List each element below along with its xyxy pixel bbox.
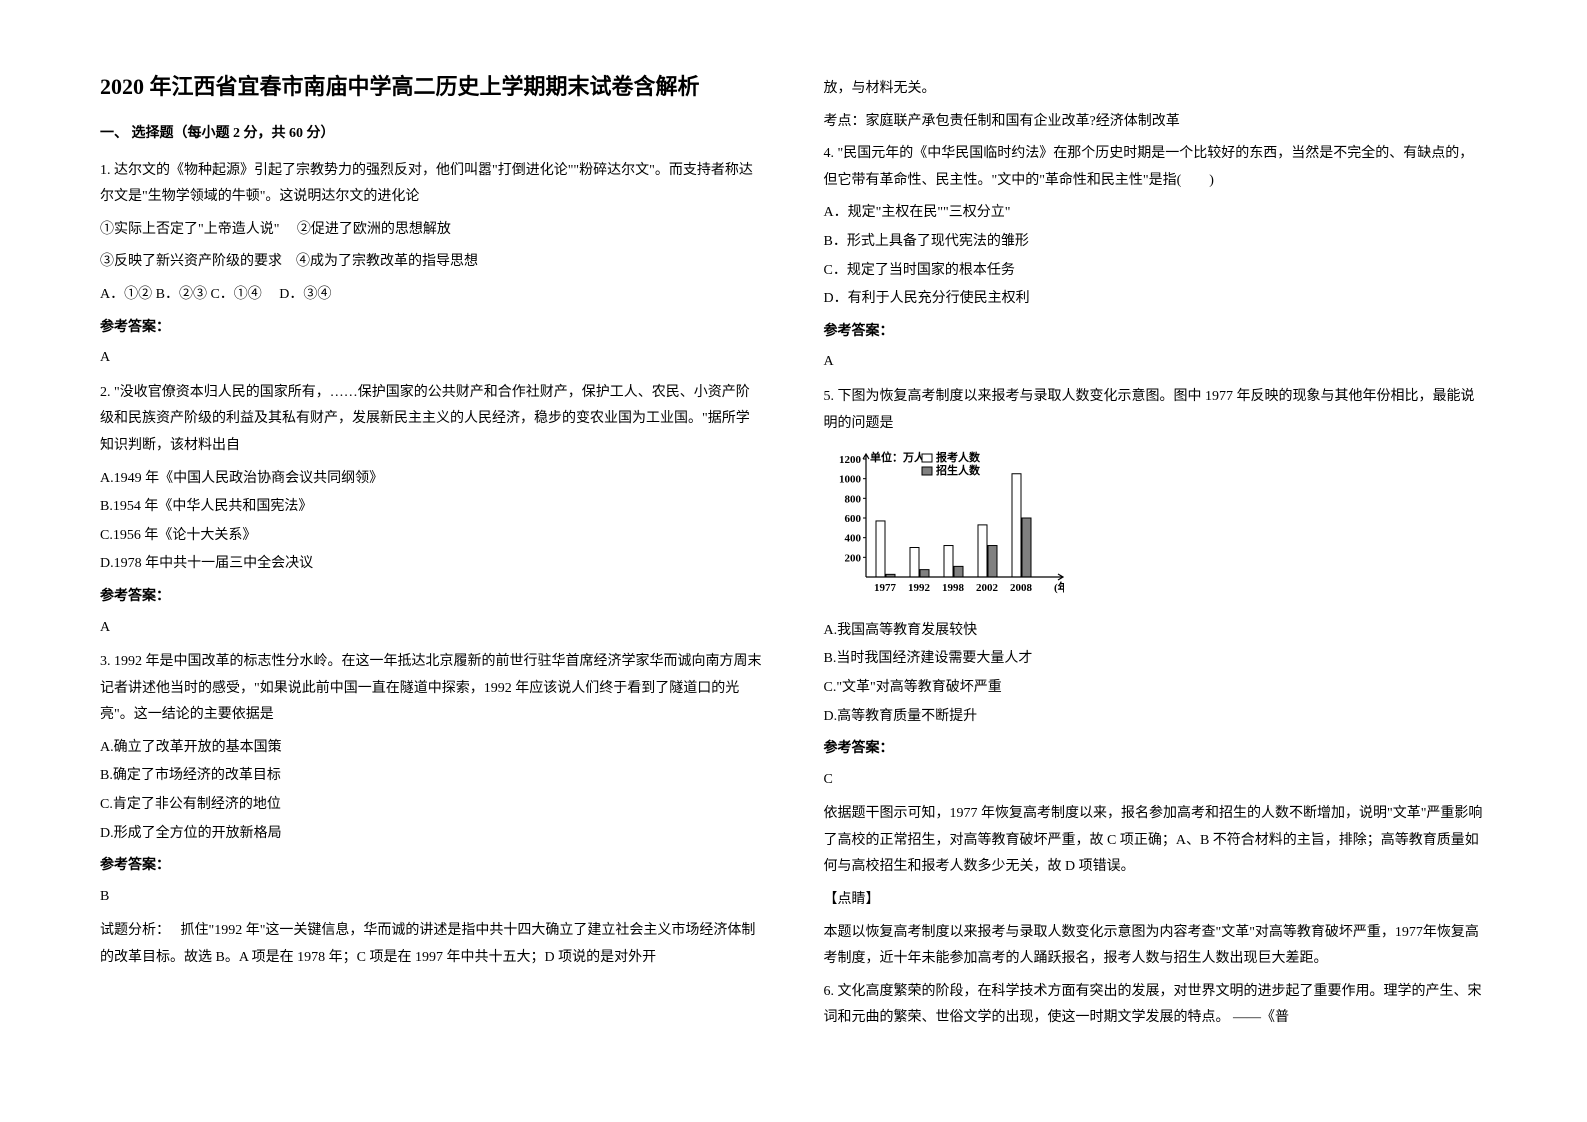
q2-answer: A — [100, 615, 764, 642]
svg-text:单位：万人: 单位：万人 — [870, 450, 926, 464]
q3-analysis: 试题分析： 抓住"1992 年"这一关键信息，华而诚的讲述是指中共十四大确立了建… — [100, 918, 764, 971]
q3-analysis-cont1: 放，与材料无关。 — [824, 76, 1488, 103]
q5-bar-chart: 200 400 600 800 1000 1200 单位：万人报考人数招生人数 1977 199… — [824, 449, 1064, 599]
q1-answer-label: 参考答案： — [100, 315, 764, 342]
q5-analysis1: 依据题干图示可知，1977 年恢复高考制度以来，报名参加高考和招生的人数不断增加… — [824, 801, 1488, 881]
q5-opt-d: D.高等教育质量不断提升 — [824, 704, 1488, 731]
section-heading: 一、 选择题（每小题 2 分，共 60 分） — [100, 121, 764, 148]
q1-options: A．①② B．②③ C．①④ D．③④ — [100, 282, 764, 309]
q4-answer-label: 参考答案： — [824, 319, 1488, 346]
q5-opt-b: B.当时我国经济建设需要大量人才 — [824, 646, 1488, 673]
q4-opt-b: B．形式上具备了现代宪法的雏形 — [824, 229, 1488, 256]
q5-tip-label: 【点睛】 — [824, 887, 1488, 914]
exam-title: 2020 年江西省宜春市南庙中学高二历史上学期期末试卷含解析 — [100, 70, 764, 103]
q5-analysis2: 本题以恢复高考制度以来报考与录取人数变化示意图为内容考查"文革"对高等教育破坏严… — [824, 920, 1488, 973]
svg-text:400: 400 — [844, 533, 861, 545]
q3-stem: 3. 1992 年是中国改革的标志性分水岭。在这一年抵达北京履新的前世行驻华首席… — [100, 649, 764, 729]
q4-answer: A — [824, 349, 1488, 376]
q5-opt-a: A.我国高等教育发展较快 — [824, 618, 1488, 645]
q3-opt-a: A.确立了改革开放的基本国策 — [100, 735, 764, 762]
q3-analysis-cont2: 考点：家庭联产承包责任制和国有企业改革?经济体制改革 — [824, 109, 1488, 136]
q5-answer: C — [824, 767, 1488, 794]
q1-line2: ①实际上否定了"上帝造人说" ②促进了欧洲的思想解放 — [100, 217, 764, 244]
q1-stem: 1. 达尔文的《物种起源》引起了宗教势力的强烈反对，他们叫嚣"打倒进化论""粉碎… — [100, 158, 764, 211]
q4-opt-a: A．规定"主权在民""三权分立" — [824, 200, 1488, 227]
svg-text:800: 800 — [844, 493, 861, 505]
q1-line3: ③反映了新兴资产阶级的要求 ④成为了宗教改革的指导思想 — [100, 249, 764, 276]
q2-opt-c: C.1956 年《论十大关系》 — [100, 523, 764, 550]
q6-stem: 6. 文化高度繁荣的阶段，在科学技术方面有突出的发展，对世界文明的进步起了重要作… — [824, 979, 1488, 1032]
svg-text:1200: 1200 — [839, 454, 862, 466]
q5-opt-c: C."文革"对高等教育破坏严重 — [824, 675, 1488, 702]
q3-answer-label: 参考答案： — [100, 853, 764, 880]
right-column: 放，与材料无关。 考点：家庭联产承包责任制和国有企业改革?经济体制改革 4. "… — [824, 70, 1488, 1038]
q4-opt-c: C．规定了当时国家的根本任务 — [824, 258, 1488, 285]
left-column: 2020 年江西省宜春市南庙中学高二历史上学期期末试卷含解析 一、 选择题（每小… — [100, 70, 764, 1038]
svg-text:1992: 1992 — [908, 582, 931, 594]
q4-stem: 4. "民国元年的《中华民国临时约法》在那个历史时期是一个比较好的东西，当然是不… — [824, 141, 1488, 194]
svg-text:招生人数: 招生人数 — [936, 463, 981, 477]
q2-opt-d: D.1978 年中共十一届三中全会决议 — [100, 551, 764, 578]
svg-text:200: 200 — [844, 552, 861, 564]
svg-text:1977: 1977 — [874, 582, 897, 594]
q2-stem: 2. "没收官僚资本归人民的国家所有，……保护国家的公共财产和合作社财产，保护工… — [100, 380, 764, 460]
page-root: 2020 年江西省宜春市南庙中学高二历史上学期期末试卷含解析 一、 选择题（每小… — [0, 0, 1587, 1078]
svg-text:报考人数: 报考人数 — [936, 450, 981, 464]
q3-opt-b: B.确定了市场经济的改革目标 — [100, 763, 764, 790]
svg-text:(年份): (年份) — [1054, 580, 1064, 594]
q1-answer: A — [100, 345, 764, 372]
q3-opt-d: D.形成了全方位的开放新格局 — [100, 821, 764, 848]
svg-text:1000: 1000 — [839, 474, 862, 486]
svg-text:600: 600 — [844, 513, 861, 525]
q3-answer: B — [100, 884, 764, 911]
svg-text:2008: 2008 — [1010, 582, 1033, 594]
q2-answer-label: 参考答案： — [100, 584, 764, 611]
q5-answer-label: 参考答案： — [824, 736, 1488, 763]
svg-text:2002: 2002 — [976, 582, 999, 594]
q4-opt-d: D．有利于人民充分行使民主权利 — [824, 286, 1488, 313]
q2-opt-b: B.1954 年《中华人民共和国宪法》 — [100, 494, 764, 521]
q5-stem: 5. 下图为恢复高考制度以来报考与录取人数变化示意图。图中 1977 年反映的现… — [824, 384, 1488, 437]
q3-opt-c: C.肯定了非公有制经济的地位 — [100, 792, 764, 819]
svg-text:1998: 1998 — [942, 582, 965, 594]
q2-opt-a: A.1949 年《中国人民政治协商会议共同纲领》 — [100, 466, 764, 493]
